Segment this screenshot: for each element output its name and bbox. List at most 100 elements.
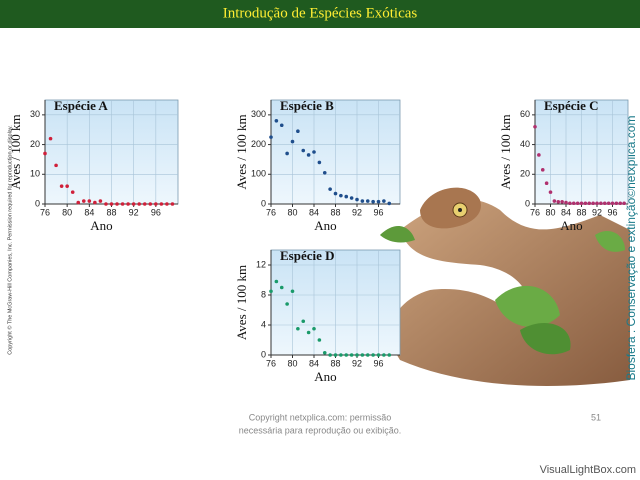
x-tick-label: 88 — [330, 207, 340, 217]
data-point — [317, 160, 322, 165]
data-point — [317, 338, 322, 342]
data-point — [376, 353, 381, 357]
y-tick-label: 200 — [251, 139, 266, 149]
x-tick-label: 84 — [309, 207, 319, 217]
x-tick-label: 84 — [84, 207, 94, 217]
data-point — [43, 151, 47, 156]
data-point — [360, 353, 365, 357]
data-point — [104, 202, 108, 206]
data-point — [360, 199, 365, 203]
data-point — [115, 202, 119, 206]
data-point — [290, 139, 295, 144]
data-point — [571, 201, 576, 206]
data-point — [131, 202, 136, 206]
data-point — [54, 163, 58, 168]
chart-title: Espécie B — [280, 98, 334, 113]
data-point — [137, 202, 142, 206]
data-point — [537, 153, 541, 157]
data-point — [583, 201, 588, 206]
y-tick-label: 0 — [261, 198, 266, 208]
x-tick-label: 96 — [151, 207, 161, 217]
chart-title: Espécie C — [544, 98, 599, 113]
data-point — [599, 201, 603, 206]
data-point — [126, 202, 130, 206]
data-point — [312, 326, 316, 331]
data-point — [328, 187, 332, 191]
x-tick-label: 80 — [545, 207, 555, 217]
data-point — [93, 200, 97, 205]
x-tick-label: 76 — [266, 358, 276, 368]
data-point — [322, 350, 327, 355]
y-tick-label: 20 — [30, 139, 40, 149]
y-axis-label: Aves / 100 km — [498, 114, 513, 189]
data-point — [602, 201, 607, 206]
data-point — [371, 199, 375, 204]
data-point — [170, 202, 175, 206]
data-point — [365, 199, 370, 203]
data-point — [165, 202, 169, 206]
x-axis-label: Ano — [314, 369, 336, 384]
data-point — [301, 148, 306, 153]
data-point — [279, 285, 284, 290]
data-point — [120, 202, 125, 206]
x-tick-label: 76 — [40, 207, 50, 217]
data-point — [544, 181, 549, 185]
x-tick-label: 80 — [62, 207, 72, 217]
data-point — [614, 201, 619, 206]
data-point — [387, 201, 392, 206]
data-point — [159, 202, 164, 206]
data-point — [591, 201, 595, 206]
data-point — [142, 202, 147, 206]
data-point — [333, 191, 338, 196]
data-point — [376, 199, 381, 204]
data-point — [579, 201, 584, 206]
y-axis-label: Aves / 100 km — [8, 114, 23, 189]
data-point — [306, 330, 311, 335]
data-point — [344, 194, 349, 199]
y-tick-label: 300 — [251, 109, 266, 119]
y-axis-label: Aves / 100 km — [234, 265, 249, 340]
data-point — [285, 151, 289, 156]
title-bar — [0, 0, 640, 28]
x-tick-label: 88 — [576, 207, 586, 217]
data-point — [560, 199, 564, 204]
y-tick-label: 0 — [261, 349, 266, 359]
x-tick-label: 84 — [309, 358, 319, 368]
data-point — [339, 353, 343, 357]
data-point — [48, 136, 53, 141]
x-tick-label: 80 — [287, 207, 297, 217]
x-tick-label: 92 — [352, 207, 362, 217]
data-point — [606, 201, 611, 206]
x-tick-label: 96 — [373, 207, 383, 217]
y-tick-label: 10 — [30, 169, 40, 179]
chart-title: Espécie D — [280, 248, 335, 263]
data-point — [548, 190, 553, 194]
side-copyright: Copyright © The McGraw-Hill Companies, I… — [6, 125, 13, 355]
y-tick-label: 30 — [30, 109, 40, 119]
x-axis-label: Ano — [314, 218, 336, 233]
data-point — [365, 353, 370, 357]
data-point — [296, 326, 300, 331]
data-point — [269, 289, 273, 294]
data-point — [76, 200, 81, 205]
page-number: 51 — [591, 412, 601, 422]
x-tick-label: 76 — [266, 207, 276, 217]
data-point — [285, 302, 289, 306]
data-point — [587, 201, 592, 206]
x-tick-label: 92 — [129, 207, 139, 217]
data-point — [564, 200, 568, 205]
data-point — [618, 201, 623, 206]
y-tick-label: 4 — [261, 319, 266, 329]
data-point — [552, 199, 557, 203]
data-point — [306, 153, 311, 157]
data-point — [540, 168, 545, 172]
data-point — [387, 353, 392, 357]
footer-line: Copyright netxplica.com: permissão — [249, 412, 392, 422]
y-tick-label: 40 — [520, 139, 530, 149]
data-point — [371, 353, 375, 357]
data-point — [333, 353, 338, 357]
x-axis-label: Ano — [560, 218, 582, 233]
data-point — [274, 279, 279, 284]
